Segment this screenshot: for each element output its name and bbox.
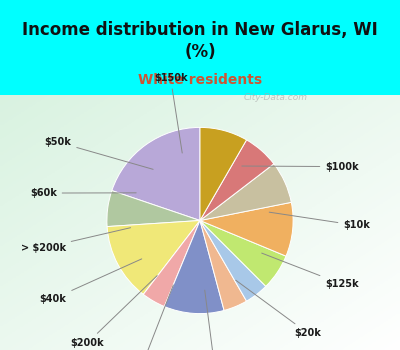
Wedge shape (200, 140, 274, 220)
Text: $100k: $100k (242, 162, 359, 172)
Text: $75k: $75k (201, 290, 228, 350)
Text: $50k: $50k (44, 137, 153, 169)
Text: $60k: $60k (30, 188, 136, 198)
Wedge shape (143, 220, 200, 307)
Wedge shape (107, 190, 200, 226)
Text: $30k: $30k (128, 285, 173, 350)
Wedge shape (200, 220, 266, 301)
Wedge shape (164, 220, 224, 314)
Text: $150k: $150k (154, 74, 188, 153)
Wedge shape (200, 220, 286, 286)
Text: > $200k: > $200k (21, 228, 130, 253)
Text: City-Data.com: City-Data.com (244, 93, 308, 102)
Text: $40k: $40k (40, 259, 142, 304)
Text: $200k: $200k (70, 275, 157, 348)
Text: $10k: $10k (269, 212, 370, 230)
Wedge shape (200, 127, 246, 220)
Text: $125k: $125k (262, 253, 359, 289)
Wedge shape (200, 220, 246, 310)
Wedge shape (200, 164, 291, 220)
Wedge shape (200, 202, 293, 256)
Text: White residents: White residents (138, 74, 262, 87)
Text: $20k: $20k (236, 280, 321, 338)
Text: Income distribution in New Glarus, WI
(%): Income distribution in New Glarus, WI (%… (22, 21, 378, 61)
Wedge shape (107, 220, 200, 294)
Wedge shape (112, 127, 200, 220)
